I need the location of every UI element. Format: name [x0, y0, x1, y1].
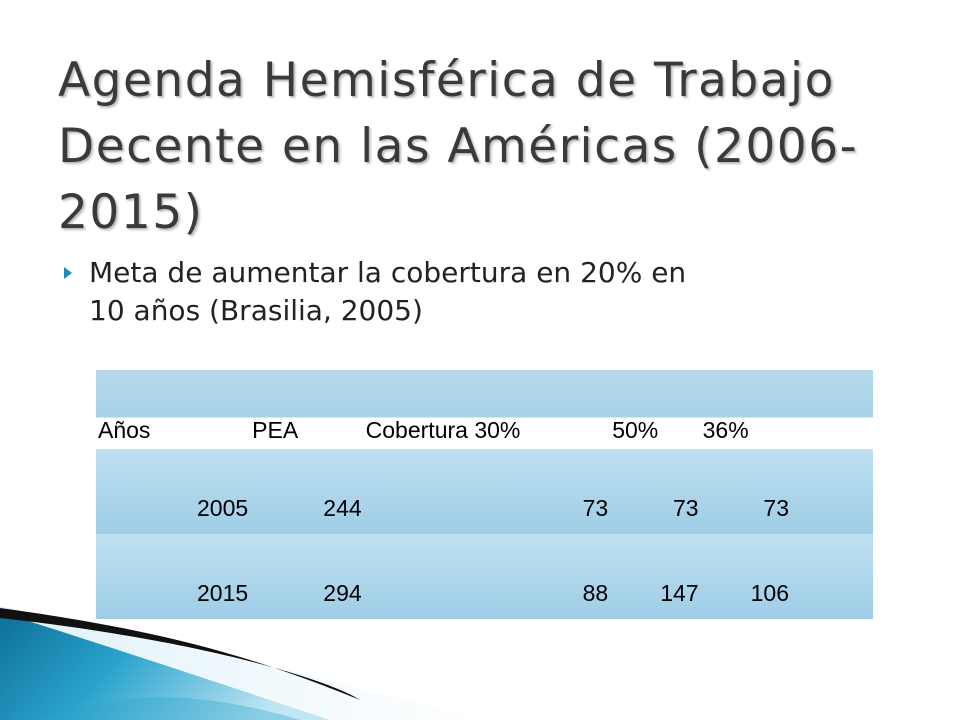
slide-title: Agenda Hemisférica de Trabajo Decente en… — [58, 53, 859, 240]
bullet-text-line2: 10 años (Brasilia, 2005) — [89, 294, 423, 327]
bullet-text-line1: Meta de aumentar la cobertura en 20% en — [89, 256, 687, 289]
cell-year: 2015 — [96, 534, 251, 619]
table-header-row: Años PEA Cobertura 30% 50% 36% — [96, 370, 873, 449]
cell-pea: 244 — [250, 449, 364, 534]
bullet-item: Meta de aumentar la cobertura en 20% en … — [64, 254, 894, 330]
cell-36: 73 — [700, 449, 792, 534]
cell-cobertura-30: 73 — [363, 449, 611, 534]
cell-year: 2005 — [96, 449, 251, 534]
cell-36: 106 — [700, 534, 792, 619]
cell-50: 73 — [610, 449, 701, 534]
cell-50: 147 — [610, 534, 701, 619]
cell-empty — [791, 534, 873, 619]
header-cell-36: 36% — [700, 370, 792, 449]
table-row: 2005 244 73 73 73 — [96, 449, 873, 534]
header-cell-empty — [791, 370, 873, 449]
cell-cobertura-30: 88 — [363, 534, 611, 619]
header-cell-pea: PEA — [250, 370, 364, 449]
cell-pea: 294 — [250, 534, 364, 619]
header-cell-50: 50% — [610, 370, 701, 449]
table-row: 2015 294 88 147 106 — [96, 534, 873, 619]
header-cell-anos: Años — [96, 370, 251, 449]
bullet-arrow-icon — [64, 267, 72, 279]
coverage-table: Años PEA Cobertura 30% 50% 36% 2005 244 … — [96, 370, 873, 619]
cell-empty — [791, 449, 873, 534]
header-cell-cobertura-30: Cobertura 30% — [363, 370, 611, 449]
